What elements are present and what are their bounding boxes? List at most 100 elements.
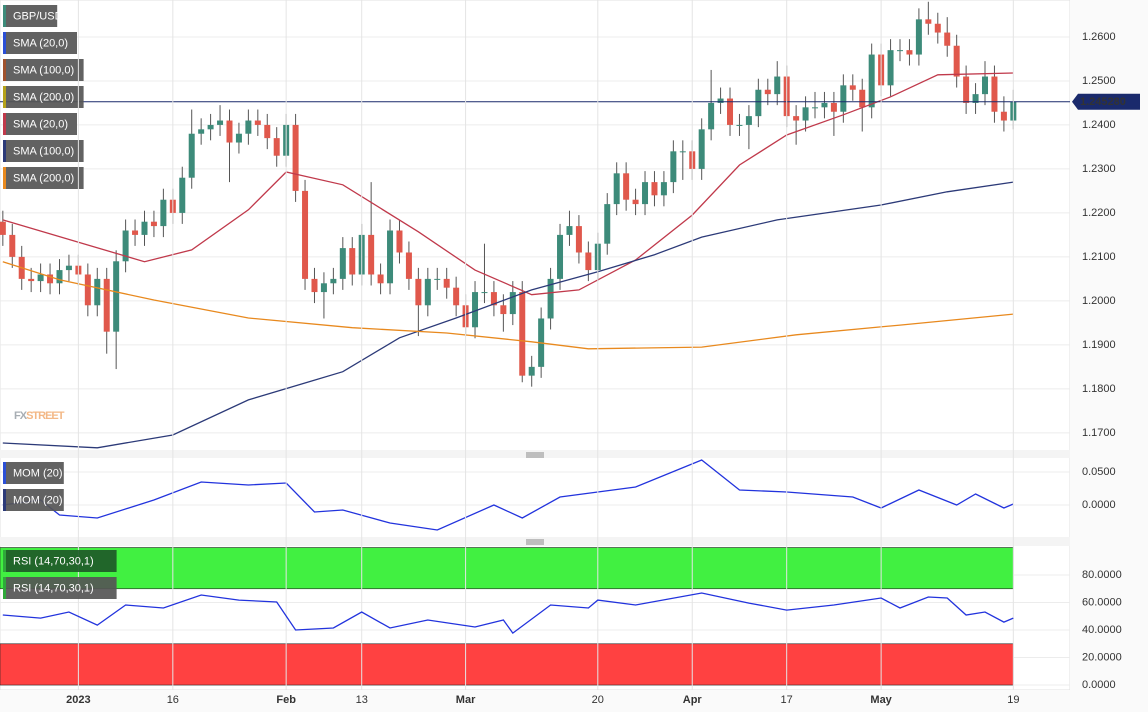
resize-handle[interactable]: [526, 452, 544, 458]
x-tick-label: Mar: [456, 694, 476, 706]
legend-item[interactable]: SMA (20,0): [3, 113, 77, 135]
candle-body: [812, 107, 819, 109]
candle-body: [405, 252, 412, 279]
x-tick-label: 13: [356, 694, 368, 706]
candle-body: [415, 278, 422, 306]
legend-swatch: [3, 32, 6, 54]
candle-body: [575, 226, 582, 253]
candle-body: [915, 19, 922, 55]
candle-body: [925, 19, 932, 24]
y-tick-label: 1.1800: [1082, 383, 1116, 395]
legend-item[interactable]: MOM (20): [3, 489, 64, 511]
candle-body: [660, 182, 667, 196]
y-tick-label: 1.2500: [1082, 75, 1116, 87]
candle-body: [273, 138, 280, 156]
candle-body: [226, 120, 233, 143]
candle-body: [840, 85, 847, 112]
legend-swatch: [3, 5, 6, 27]
legend-item[interactable]: RSI (14,70,30,1): [3, 550, 117, 572]
candle-body: [160, 199, 167, 227]
legend-item[interactable]: SMA (100,0): [3, 59, 84, 81]
candle-body: [934, 23, 941, 33]
candle-body: [443, 278, 450, 288]
candle-body: [604, 204, 611, 244]
x-tick-label: May: [870, 694, 892, 706]
candle-body: [235, 133, 242, 143]
candle-body: [330, 278, 337, 284]
candle-body: [311, 278, 318, 293]
y-tick-label: 1.1700: [1082, 427, 1116, 439]
y-tick-label: 1.2000: [1082, 295, 1116, 307]
candle-body: [84, 274, 91, 306]
legend-item[interactable]: SMA (20,0): [3, 32, 77, 54]
candle-body: [859, 89, 866, 108]
y-tick-label: 40.0000: [1082, 624, 1122, 636]
legend-label: RSI (14,70,30,1): [13, 555, 94, 567]
legend-item[interactable]: SMA (200,0): [3, 86, 84, 108]
candle-body: [481, 292, 488, 294]
legend-item[interactable]: SMA (100,0): [3, 140, 84, 162]
watermark-part: STREET: [26, 410, 65, 422]
legend-swatch: [3, 462, 6, 484]
candle-body: [613, 173, 620, 205]
legend-swatch: [3, 550, 6, 572]
candle-body: [245, 120, 252, 134]
candle-body: [113, 261, 120, 332]
y-tick-label: 0.0000: [1082, 499, 1116, 511]
candle-body: [897, 50, 904, 52]
candle-body: [953, 45, 960, 77]
y-tick-label: 1.2100: [1082, 251, 1116, 263]
candle-body: [755, 89, 762, 117]
candle-body: [868, 54, 875, 108]
candle-body: [349, 248, 356, 275]
legend-item[interactable]: RSI (14,70,30,1): [3, 577, 117, 599]
candle-body: [727, 98, 734, 125]
legend-box: [3, 59, 84, 81]
candle-body: [9, 234, 16, 257]
candle-body: [179, 177, 186, 213]
sma-line: [2, 261, 1014, 350]
candle-body: [198, 129, 205, 134]
candle-body: [37, 274, 44, 282]
price-tag-box: [1072, 93, 1140, 110]
candle-body: [65, 265, 72, 271]
candle-body: [774, 76, 781, 95]
candle-body: [396, 230, 403, 253]
candle-body: [717, 98, 724, 103]
panel-divider[interactable]: [0, 450, 1070, 458]
sma-line: [2, 181, 1014, 449]
x-tick-label: 16: [167, 694, 179, 706]
x-tick-label: 2023: [66, 694, 90, 706]
legend-box: [3, 167, 84, 189]
legend-item[interactable]: SMA (200,0): [3, 167, 84, 189]
legend-label: MOM (20): [13, 494, 63, 506]
candle-body: [188, 133, 195, 178]
candle-body: [745, 116, 752, 125]
legend-label: SMA (200,0): [13, 172, 74, 184]
legend-label: MOM (20): [13, 467, 63, 479]
candle-body: [424, 278, 431, 306]
legend-item[interactable]: MOM (20): [3, 462, 64, 484]
candle-body: [906, 50, 913, 55]
legend-label: SMA (100,0): [13, 145, 74, 157]
legend-item[interactable]: GBP/USD: [3, 5, 63, 27]
candle-body: [830, 102, 837, 112]
resize-handle[interactable]: [526, 539, 544, 545]
candle-body: [122, 230, 129, 262]
candle-body: [103, 278, 110, 332]
candle-body: [1000, 111, 1007, 121]
legend-label: RSI (14,70,30,1): [13, 582, 94, 594]
price-tag: 1.245280: [1080, 96, 1126, 108]
candle-body: [963, 76, 970, 103]
legend-swatch: [3, 167, 6, 189]
candle-body: [217, 120, 224, 125]
candle-body: [793, 116, 800, 121]
candle-body: [821, 102, 828, 108]
y-tick-label: 1.2200: [1082, 207, 1116, 219]
zone: [0, 547, 1014, 590]
legend-box: [3, 32, 77, 54]
candle-body: [944, 32, 951, 46]
legend-box: [3, 86, 84, 108]
candle-body: [632, 199, 639, 205]
